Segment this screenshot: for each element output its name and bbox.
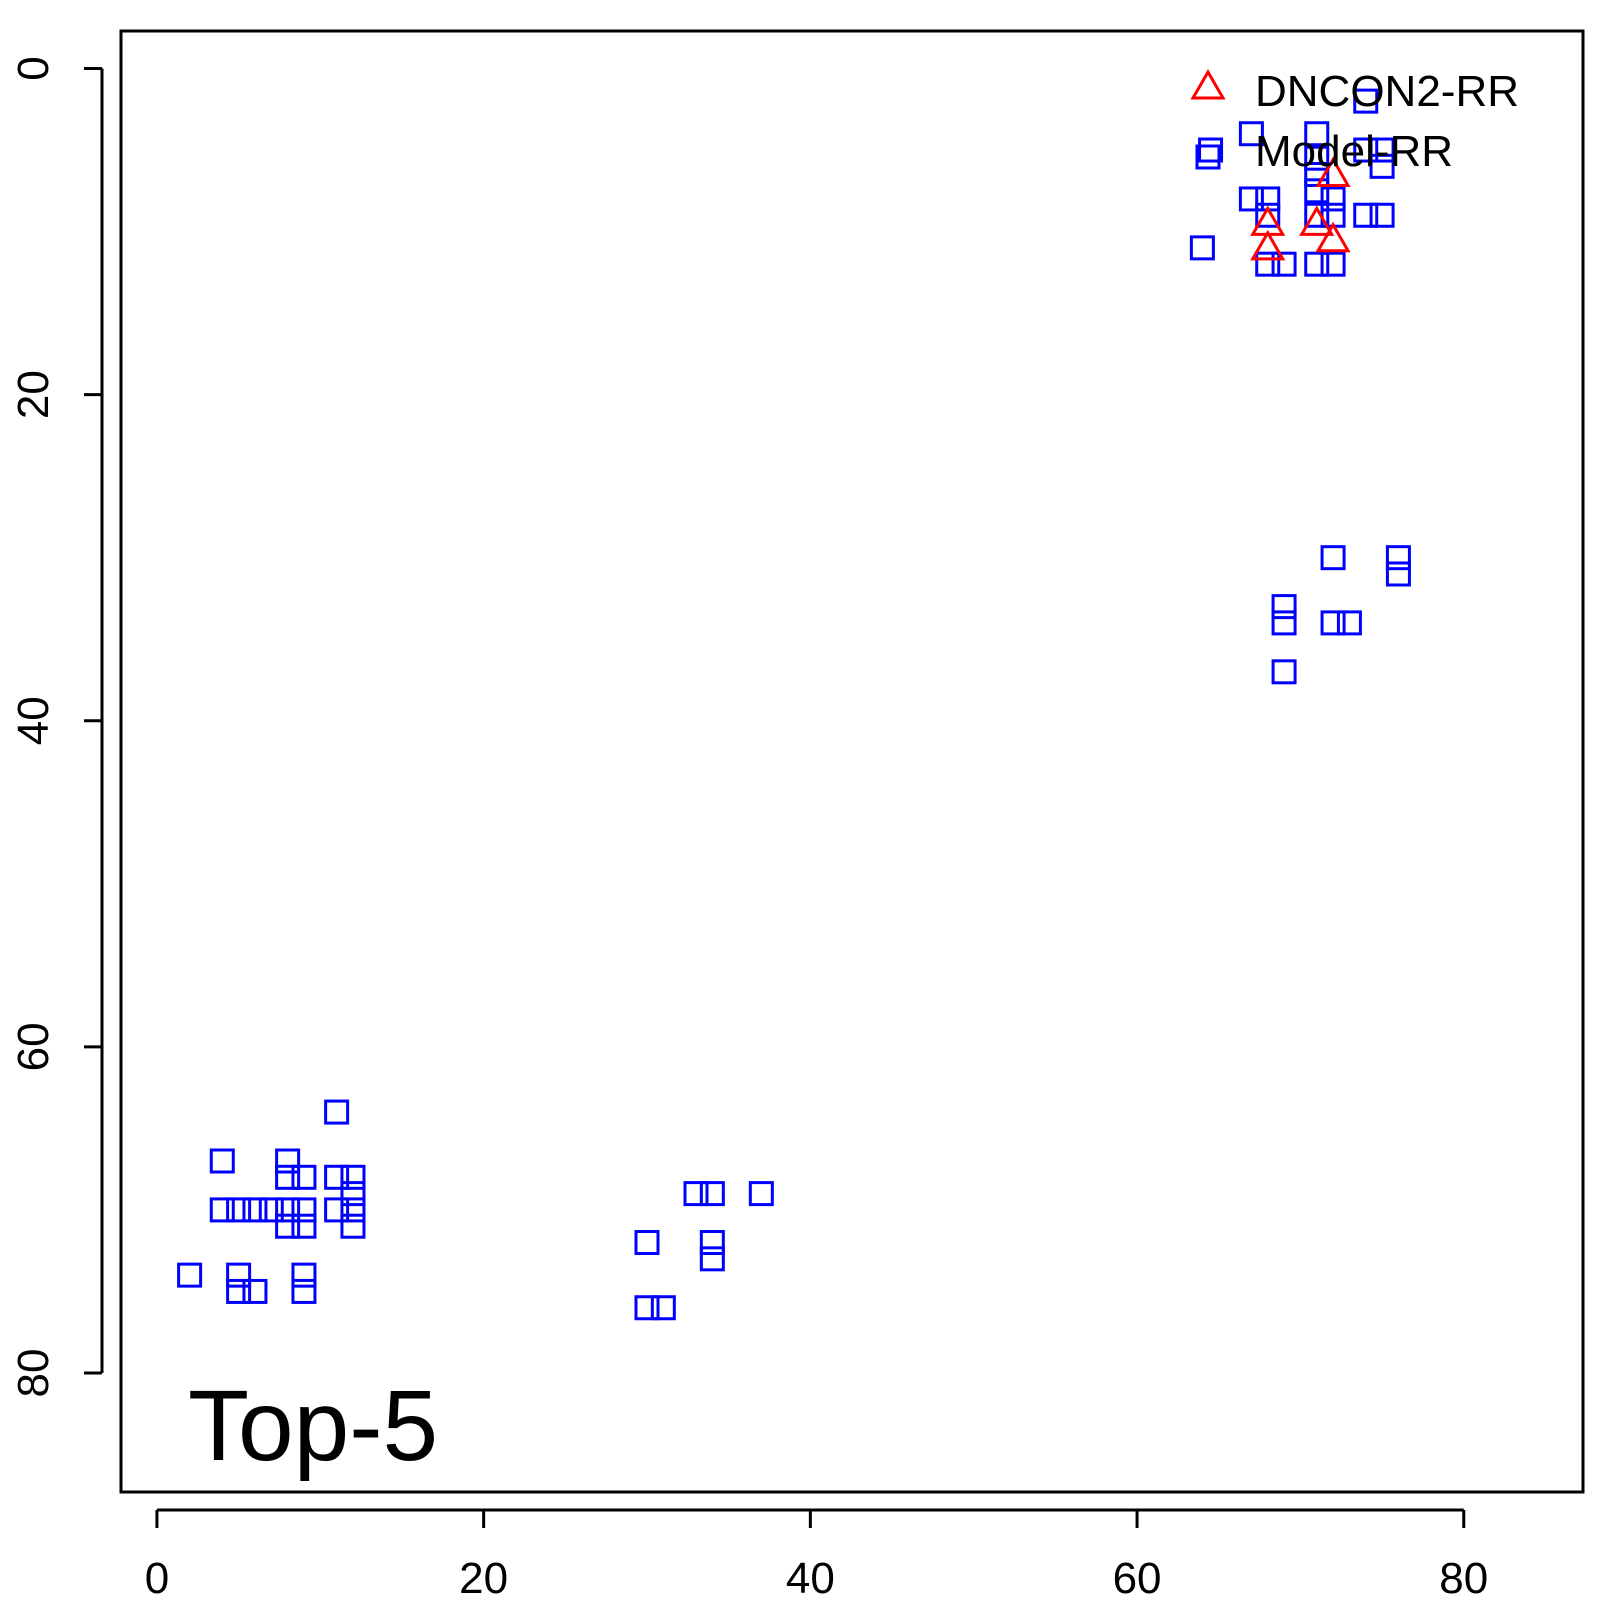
point-square	[1336, 610, 1362, 636]
point-square	[1320, 251, 1346, 277]
point-square	[242, 1278, 268, 1304]
legend-label: Model-RR	[1255, 127, 1453, 176]
point-square	[1353, 88, 1379, 114]
point-square	[1385, 545, 1411, 571]
point-square	[699, 1181, 725, 1207]
point-square	[683, 1181, 709, 1207]
point-square	[226, 1278, 252, 1304]
point-square	[1320, 186, 1346, 212]
x-tick-label: 0	[145, 1554, 169, 1600]
legend: DNCON2-RR Model-RR	[1190, 67, 1519, 176]
series-model-rr	[177, 88, 1411, 1321]
point-square	[1304, 251, 1330, 277]
y-tick-label: 60	[9, 1022, 58, 1071]
y-axis: 0 20 40 60 80	[9, 56, 104, 1397]
point-triangle	[1250, 229, 1286, 261]
point-square	[1271, 610, 1297, 636]
y-tick-label: 40	[9, 696, 58, 745]
series-dncon2-rr	[1250, 156, 1351, 261]
x-tick-label: 60	[1113, 1554, 1162, 1600]
point-square	[177, 1262, 203, 1288]
x-axis: 0 20 40 60 80	[145, 1508, 1488, 1600]
point-square	[242, 1197, 268, 1223]
point-square	[226, 1197, 252, 1223]
point-square	[1304, 178, 1330, 204]
x-tick-label: 40	[786, 1554, 835, 1600]
point-square	[1353, 202, 1379, 228]
point-square	[748, 1181, 774, 1207]
point-square	[1304, 202, 1330, 228]
point-square	[291, 1197, 317, 1223]
legend-triangle-marker	[1190, 68, 1226, 100]
point-square	[275, 1197, 301, 1223]
point-square	[340, 1164, 366, 1190]
point-square	[1271, 251, 1297, 277]
point-square	[291, 1164, 317, 1190]
x-tick-label: 20	[459, 1554, 508, 1600]
point-square	[1320, 610, 1346, 636]
y-tick-label: 20	[9, 370, 58, 419]
point-square	[324, 1099, 350, 1125]
point-square	[650, 1295, 676, 1321]
point-square	[1369, 137, 1395, 163]
point-square	[275, 1164, 301, 1190]
point-square	[324, 1197, 350, 1223]
y-tick-label: 0	[9, 56, 58, 80]
point-square	[1238, 121, 1264, 147]
point-triangle	[1315, 156, 1351, 187]
point-square	[1369, 153, 1395, 179]
point-square	[340, 1181, 366, 1207]
point-square	[1238, 186, 1264, 212]
point-square	[291, 1262, 317, 1288]
point-square	[1353, 137, 1379, 163]
point-triangle	[1299, 205, 1335, 236]
data-points	[177, 88, 1411, 1321]
point-square	[209, 1148, 235, 1174]
plot-frame	[119, 29, 1585, 1494]
point-square	[258, 1197, 284, 1223]
point-square	[340, 1197, 366, 1223]
point-square	[699, 1246, 725, 1272]
point-square	[1271, 594, 1297, 620]
legend-label: DNCON2-RR	[1255, 67, 1519, 116]
point-square	[1189, 235, 1215, 261]
point-square	[1271, 659, 1297, 685]
point-square	[1255, 202, 1281, 228]
point-triangle	[1315, 221, 1351, 253]
point-square	[209, 1197, 235, 1223]
point-square	[226, 1262, 252, 1288]
point-square	[634, 1295, 660, 1321]
point-square	[291, 1213, 317, 1239]
point-square	[634, 1230, 660, 1256]
point-square	[291, 1278, 317, 1304]
y-tick-label: 80	[9, 1348, 58, 1397]
panel-label: Top-5	[188, 1370, 438, 1482]
point-square	[699, 1230, 725, 1256]
legend-square-marker	[1195, 144, 1221, 170]
point-square	[1385, 561, 1411, 587]
point-square	[1304, 145, 1330, 171]
point-square	[1255, 251, 1281, 277]
point-square	[1320, 545, 1346, 571]
point-square	[340, 1213, 366, 1239]
point-square	[1304, 121, 1330, 147]
x-tick-label: 80	[1439, 1554, 1488, 1600]
point-square	[324, 1164, 350, 1190]
point-square	[1198, 137, 1224, 163]
point-square	[275, 1148, 301, 1174]
point-square	[275, 1213, 301, 1239]
point-square	[1369, 202, 1395, 228]
